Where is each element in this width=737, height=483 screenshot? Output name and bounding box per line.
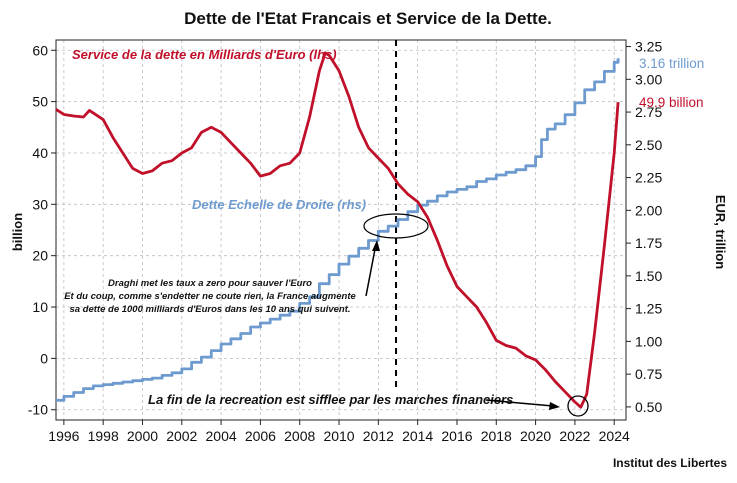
y-right-tick-label: 0.50	[635, 399, 662, 415]
x-tick-label: 2002	[166, 428, 197, 444]
y-left-tick-label: -10	[28, 402, 48, 418]
x-tick-label: 2008	[284, 428, 315, 444]
y-right-tick-label: 2.00	[635, 202, 662, 218]
y-right-axis-label: EUR, trillion	[713, 195, 728, 269]
series-label-debt-service: Service de la dette en Milliards d'Euro …	[72, 47, 337, 62]
annotation-draghi-line-3: sa dette de 1000 milliards d'Euros dans …	[69, 304, 350, 315]
y-left-tick-label: 40	[32, 145, 48, 161]
y-right-tick-label: 2.25	[635, 170, 662, 186]
annotation-arrow-draghi	[365, 243, 377, 297]
y-right-tick-label: 2.75	[635, 104, 662, 120]
y-right-tick-label: 1.00	[635, 333, 662, 349]
series-line-debt	[56, 58, 620, 402]
annotation-draghi-line-2: Et du coup, comme s'endetter ne coute ri…	[64, 291, 356, 302]
y-right-tick-label: 1.25	[635, 301, 662, 317]
y-left-tick-label: 20	[32, 248, 48, 264]
y-right-tick-label: 2.50	[635, 137, 662, 153]
y-right-axis-ticks: 0.50 0.75 1.00 1.25 1.50 1.75 2.00 2.25 2.50 2.75…	[626, 39, 662, 415]
x-tick-label: 2012	[363, 428, 394, 444]
y-right-tick-label: 0.75	[635, 366, 662, 382]
series-label-debt: Dette Echelle de Droite (rhs)	[192, 197, 366, 212]
x-tick-label: 2006	[245, 428, 276, 444]
y-right-tick-label: 3.00	[635, 71, 662, 87]
y-left-tick-label: 10	[32, 299, 48, 315]
end-label-debt-service: 49.9 billion	[639, 95, 704, 110]
x-tick-label: 2018	[481, 428, 512, 444]
y-right-tick-label: 1.50	[635, 268, 662, 284]
series-line-debt-service	[55, 51, 620, 409]
x-tick-label: 2020	[520, 428, 551, 444]
y-left-tick-label: 30	[32, 196, 48, 212]
annotation-arrowhead-draghi	[372, 240, 380, 251]
chart-title: Dette de l'Etat Francais et Service de l…	[184, 9, 552, 28]
y-left-tick-label: 0	[40, 350, 48, 366]
annotation-arrowhead-recreation	[549, 402, 560, 410]
x-tick-label: 2004	[206, 428, 237, 444]
annotation-arrow-recreation	[485, 399, 554, 407]
y-right-tick-label: 1.75	[635, 235, 662, 251]
plot-frame	[55, 39, 627, 421]
x-tick-label: 2014	[402, 428, 433, 444]
end-label-debt: 3.16 trillion	[639, 56, 704, 71]
y-right-tick-label: 3.25	[635, 39, 662, 55]
y-left-axis-ticks: -10 0 10 20 30 40 50 60	[28, 42, 56, 418]
x-tick-label: 2016	[441, 428, 472, 444]
y-left-axis-label: billion	[10, 213, 25, 251]
annotation-recreation: La fin de la recreation est sifflee par …	[148, 392, 513, 407]
x-tick-label: 1996	[48, 428, 79, 444]
x-tick-label: 1998	[88, 428, 119, 444]
x-tick-label: 2024	[599, 428, 630, 444]
source-label: Institut des Libertes	[613, 456, 727, 470]
x-axis-ticks: 1996 1998 2000 2002 2004 2006 2008 2010 2012 2014…	[48, 420, 630, 444]
annotation-circle-low	[567, 395, 589, 417]
y-left-tick-label: 50	[32, 94, 48, 110]
annotation-ellipse-draghi	[363, 213, 429, 239]
x-tick-label: 2000	[127, 428, 158, 444]
x-tick-label: 2010	[323, 428, 354, 444]
y-left-tick-label: 60	[32, 42, 48, 58]
annotation-draghi-line-1: Draghi met les taux a zero pour sauver l…	[108, 278, 312, 289]
x-tick-label: 2022	[559, 428, 590, 444]
